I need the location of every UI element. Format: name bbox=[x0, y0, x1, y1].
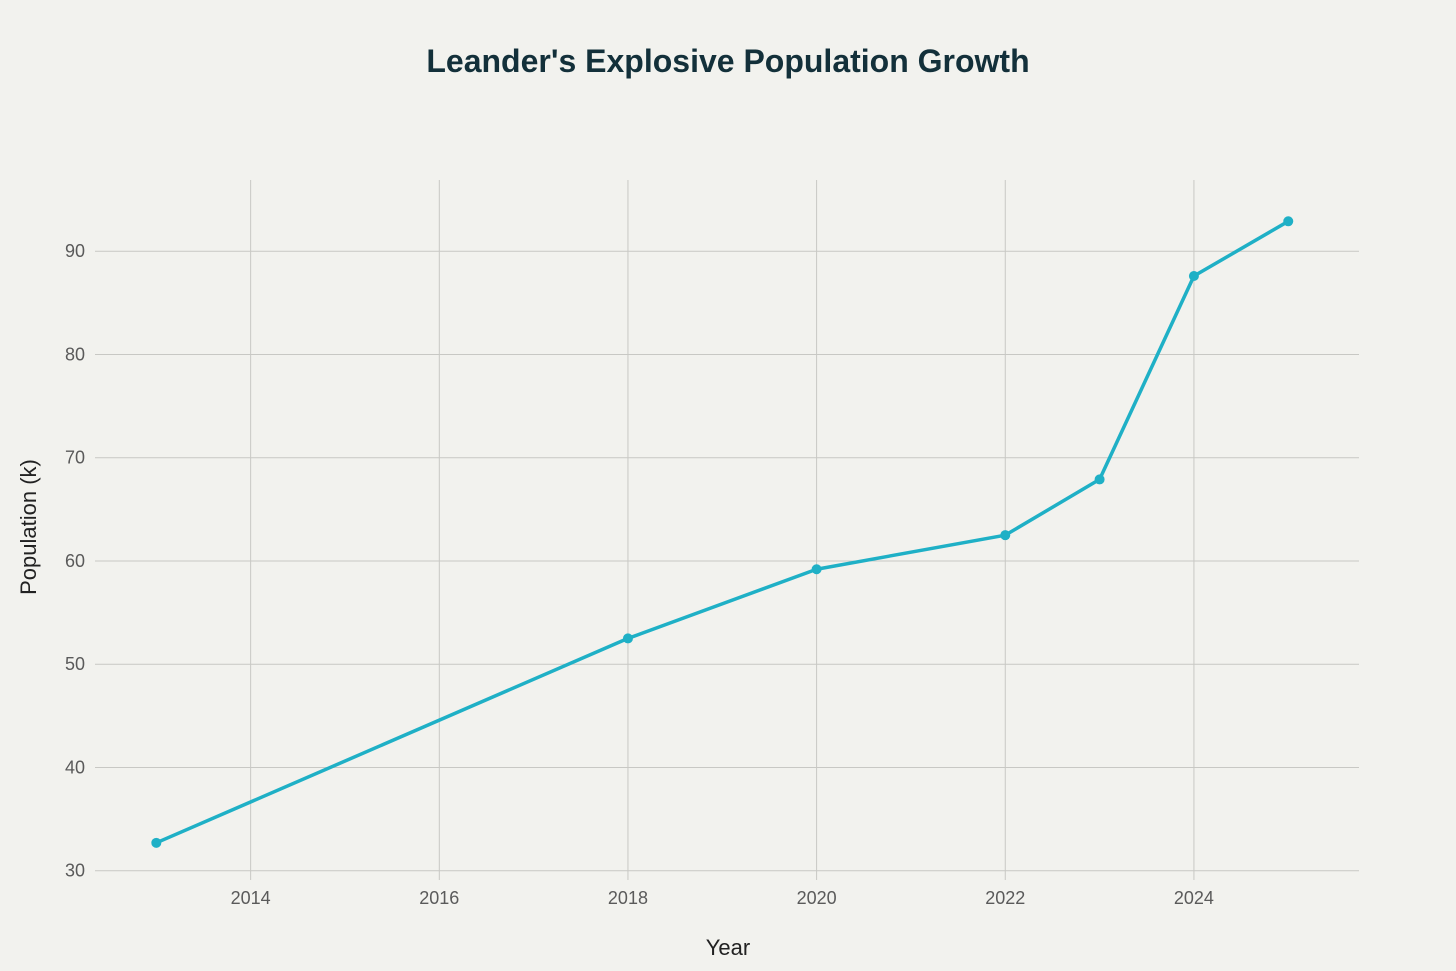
x-tick-label: 2020 bbox=[797, 888, 837, 908]
population-series-line bbox=[154, 219, 1290, 845]
y-tick-label: 90 bbox=[65, 241, 85, 261]
y-tick-label: 50 bbox=[65, 654, 85, 674]
grid-layer bbox=[95, 180, 1359, 880]
y-axis-title: Population (k) bbox=[16, 459, 41, 595]
data-point-2013[interactable] bbox=[151, 837, 162, 848]
y-tick-label: 60 bbox=[65, 551, 85, 571]
data-point-2023[interactable] bbox=[1094, 474, 1105, 485]
y-tick-label: 30 bbox=[65, 861, 85, 881]
data-point-2018[interactable] bbox=[622, 633, 633, 644]
x-tick-label: 2024 bbox=[1174, 888, 1214, 908]
data-point-2022[interactable] bbox=[1000, 530, 1011, 541]
data-point-2020[interactable] bbox=[811, 564, 822, 575]
tick-labels: 2014 2016 2018 2020 2022 2024 30 40 50 60 70 80 90 bbox=[65, 241, 1214, 908]
x-tick-label: 2018 bbox=[608, 888, 648, 908]
x-axis-title: Year bbox=[706, 935, 750, 960]
y-tick-label: 40 bbox=[65, 757, 85, 777]
chart-title: Leander's Explosive Population Growth bbox=[426, 43, 1029, 79]
y-tick-label: 80 bbox=[65, 344, 85, 364]
y-tick-label: 70 bbox=[65, 448, 85, 468]
data-point-2025[interactable] bbox=[1283, 216, 1294, 227]
data-point-2024[interactable] bbox=[1188, 271, 1199, 282]
x-tick-label: 2016 bbox=[419, 888, 459, 908]
x-tick-label: 2022 bbox=[985, 888, 1025, 908]
series-layer bbox=[151, 216, 1294, 848]
x-tick-label: 2014 bbox=[231, 888, 271, 908]
